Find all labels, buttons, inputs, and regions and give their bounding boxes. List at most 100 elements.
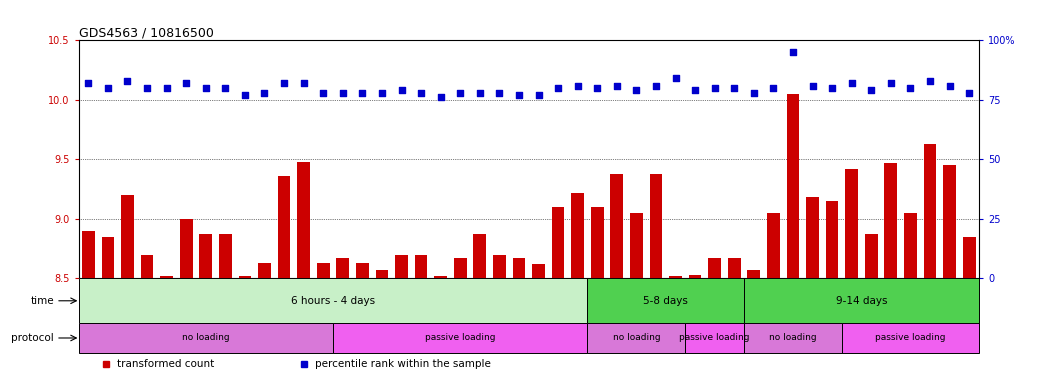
Point [588,85,605,91]
Point [80,80,96,86]
Text: 5-8 days: 5-8 days [643,296,688,306]
Text: transformed count: transformed count [117,359,215,369]
Point [903,85,919,91]
Point [178,80,195,86]
Bar [689,275,701,278]
Point [158,85,175,91]
Point [961,89,978,96]
Bar [885,163,897,278]
Bar [806,197,819,278]
Text: time: time [30,296,54,306]
Bar [649,174,663,278]
Point [471,89,488,96]
Point [784,49,801,55]
Bar [709,258,721,278]
Bar [259,263,271,278]
Bar [297,162,310,278]
Bar [786,94,799,278]
Bar [591,207,604,278]
Point [648,83,665,89]
Bar [686,323,744,353]
Point [119,78,136,84]
Text: passive loading: passive loading [425,333,495,343]
Bar [356,263,369,278]
Point [765,85,782,91]
Bar [826,201,839,278]
Point [863,87,879,93]
Bar [610,174,623,278]
Text: 6 hours - 4 days: 6 hours - 4 days [291,296,375,306]
Bar [140,255,154,278]
Point [511,92,528,98]
Point [921,78,938,84]
Point [550,85,566,91]
Bar [845,169,859,278]
Point [804,83,821,89]
Bar [923,144,936,278]
Bar [121,195,134,278]
Text: protocol: protocol [12,333,54,343]
Point [374,89,391,96]
Bar [744,323,842,353]
Point [707,85,723,91]
Point [824,85,841,91]
Bar [453,258,467,278]
Bar [669,276,682,278]
Bar [277,176,290,278]
Text: no loading: no loading [612,333,661,343]
Point [726,85,742,91]
Point [237,92,253,98]
Point [217,85,233,91]
Bar [767,213,780,278]
Point [334,89,351,96]
Point [138,85,155,91]
Text: GDS4563 / 10816500: GDS4563 / 10816500 [79,26,214,39]
Point [883,80,899,86]
Bar [943,166,956,278]
Text: passive loading: passive loading [875,333,945,343]
Bar [435,276,447,278]
Bar [532,264,544,278]
Point [687,87,704,93]
Point [491,89,508,96]
Bar [513,258,526,278]
Point [393,87,409,93]
Point [941,83,958,89]
Bar [180,219,193,278]
Bar [336,258,349,278]
Point [354,89,371,96]
Bar [239,276,251,278]
Bar [376,270,388,278]
Bar [79,323,333,353]
Point [667,75,684,81]
Point [275,80,292,86]
Point [570,83,586,89]
Bar [865,234,877,278]
Point [99,85,116,91]
Bar [748,270,760,278]
Bar [744,278,979,323]
Text: 9-14 days: 9-14 days [836,296,887,306]
Text: percentile rank within the sample: percentile rank within the sample [315,359,491,369]
Bar [473,234,486,278]
Bar [842,323,979,353]
Bar [587,323,686,353]
Point [628,87,645,93]
Point [432,94,449,101]
Bar [317,263,330,278]
Point [530,92,547,98]
Bar [728,258,740,278]
Bar [160,276,173,278]
Point [198,85,215,91]
Bar [572,193,584,278]
Point [608,83,625,89]
Bar [395,255,408,278]
Bar [199,234,213,278]
Text: no loading: no loading [182,333,229,343]
Text: no loading: no loading [770,333,817,343]
Bar [82,231,94,278]
Bar [219,234,231,278]
Point [315,89,332,96]
Text: passive loading: passive loading [680,333,750,343]
Bar [552,207,564,278]
